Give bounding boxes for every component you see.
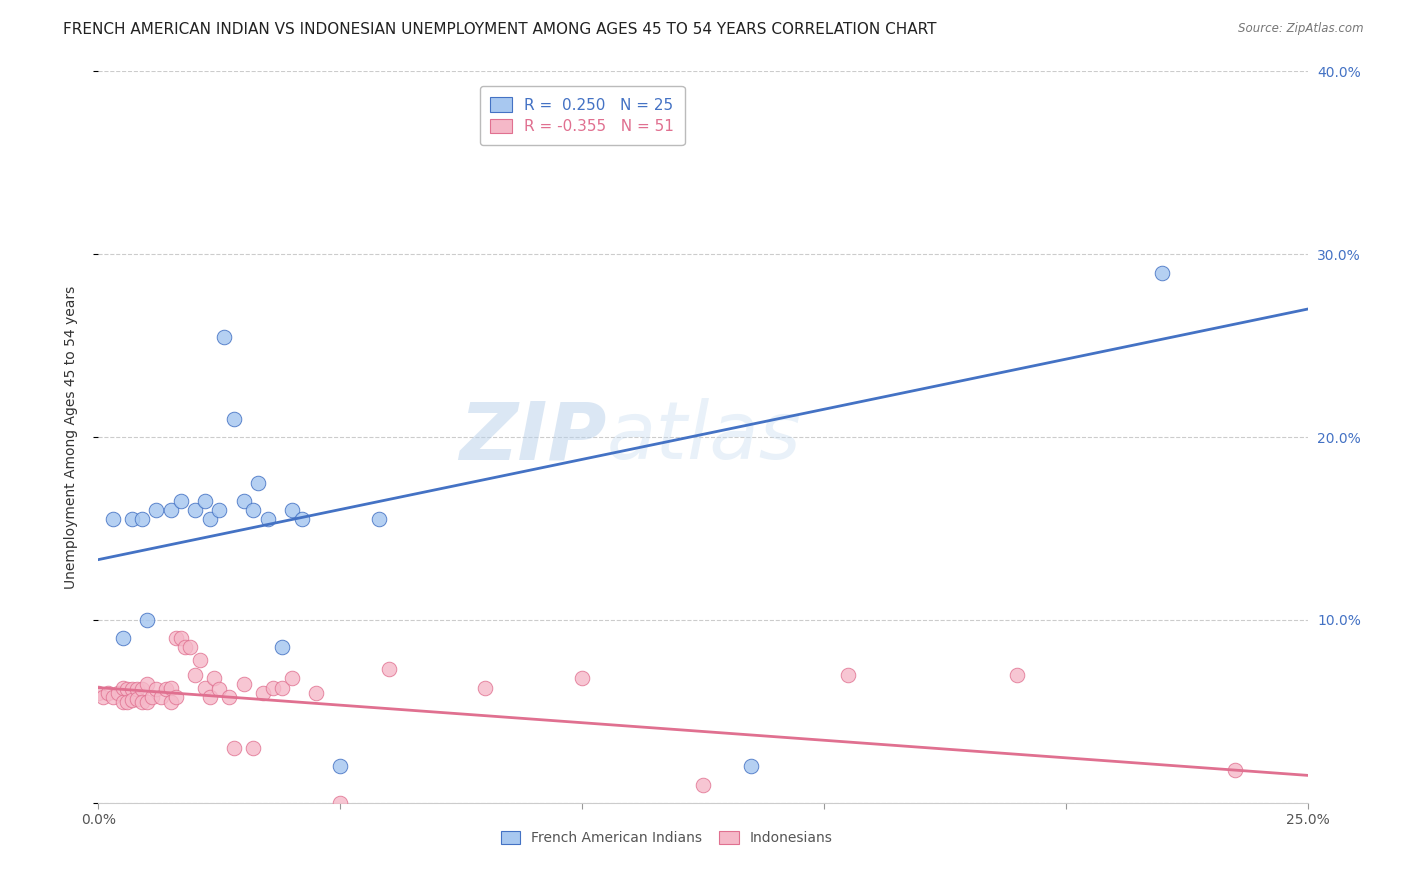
- Point: [135, 695, 157, 709]
- Point: [188, 653, 211, 667]
- Point: [179, 640, 201, 655]
- Point: [262, 681, 284, 695]
- Point: [145, 503, 167, 517]
- Point: [1007, 667, 1029, 681]
- Point: [141, 690, 163, 704]
- Point: [198, 690, 221, 704]
- Point: [740, 759, 762, 773]
- Point: [127, 691, 149, 706]
- Legend: French American Indians, Indonesians: French American Indians, Indonesians: [495, 825, 838, 851]
- Point: [174, 640, 197, 655]
- Point: [271, 640, 294, 655]
- Point: [256, 512, 278, 526]
- Point: [208, 682, 231, 697]
- Point: [692, 778, 714, 792]
- Point: [218, 690, 240, 704]
- Point: [135, 613, 157, 627]
- Y-axis label: Unemployment Among Ages 45 to 54 years: Unemployment Among Ages 45 to 54 years: [63, 285, 77, 589]
- Point: [155, 682, 177, 697]
- Point: [281, 672, 304, 686]
- Point: [131, 695, 153, 709]
- Point: [194, 681, 217, 695]
- Point: [232, 677, 254, 691]
- Point: [117, 695, 139, 709]
- Point: [97, 686, 120, 700]
- Point: [135, 677, 157, 691]
- Point: [377, 662, 399, 676]
- Text: atlas: atlas: [606, 398, 801, 476]
- Point: [87, 686, 110, 700]
- Point: [204, 672, 226, 686]
- Point: [194, 494, 217, 508]
- Point: [290, 512, 312, 526]
- Point: [271, 681, 294, 695]
- Point: [121, 682, 143, 697]
- Point: [111, 632, 134, 646]
- Point: [1223, 763, 1246, 777]
- Point: [150, 690, 173, 704]
- Point: [169, 494, 191, 508]
- Point: [329, 796, 352, 810]
- Point: [208, 503, 231, 517]
- Point: [837, 667, 859, 681]
- Point: [212, 329, 235, 343]
- Point: [368, 512, 391, 526]
- Point: [571, 672, 593, 686]
- Point: [165, 690, 187, 704]
- Point: [111, 695, 134, 709]
- Point: [131, 682, 153, 697]
- Point: [242, 503, 264, 517]
- Point: [169, 632, 191, 646]
- Point: [111, 681, 134, 695]
- Text: FRENCH AMERICAN INDIAN VS INDONESIAN UNEMPLOYMENT AMONG AGES 45 TO 54 YEARS CORR: FRENCH AMERICAN INDIAN VS INDONESIAN UNE…: [63, 22, 936, 37]
- Point: [160, 681, 183, 695]
- Point: [474, 681, 496, 695]
- Point: [91, 690, 114, 704]
- Point: [252, 686, 274, 700]
- Point: [131, 512, 153, 526]
- Point: [184, 503, 207, 517]
- Point: [184, 667, 207, 681]
- Point: [160, 695, 183, 709]
- Point: [165, 632, 187, 646]
- Point: [145, 682, 167, 697]
- Point: [232, 494, 254, 508]
- Point: [117, 682, 139, 697]
- Point: [198, 512, 221, 526]
- Point: [247, 475, 270, 490]
- Point: [329, 759, 352, 773]
- Text: ZIP: ZIP: [458, 398, 606, 476]
- Point: [160, 503, 183, 517]
- Point: [101, 690, 124, 704]
- Point: [222, 740, 245, 755]
- Point: [121, 512, 143, 526]
- Point: [222, 412, 245, 426]
- Point: [107, 686, 129, 700]
- Text: Source: ZipAtlas.com: Source: ZipAtlas.com: [1239, 22, 1364, 36]
- Point: [281, 503, 304, 517]
- Point: [1152, 266, 1174, 280]
- Point: [127, 682, 149, 697]
- Point: [101, 512, 124, 526]
- Point: [305, 686, 328, 700]
- Point: [121, 693, 143, 707]
- Point: [242, 740, 264, 755]
